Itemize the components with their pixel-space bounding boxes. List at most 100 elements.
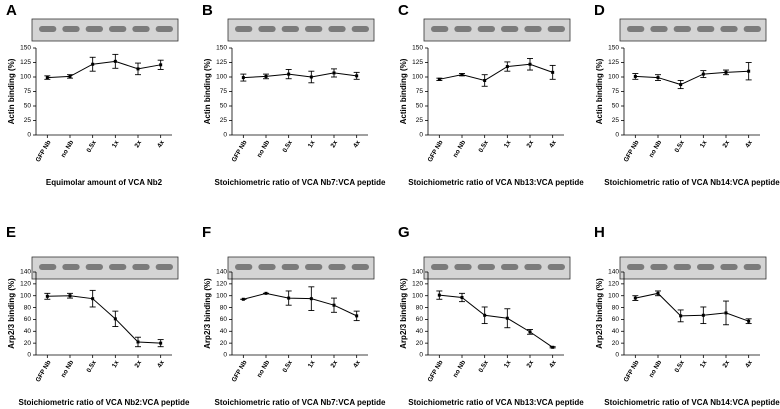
point xyxy=(241,76,245,80)
panel: B 0 25 50 75 100 125 150 Actin binding (%) GFP Nb… xyxy=(202,2,386,187)
panel-letter: H xyxy=(594,224,605,241)
point xyxy=(551,345,555,349)
blot-band xyxy=(235,264,253,270)
point xyxy=(633,296,637,300)
x-tick-label: no Nb xyxy=(452,359,467,378)
blot xyxy=(619,18,767,42)
x-tick-label: no Nb xyxy=(60,359,75,378)
y-axis-label: Actin binding (%) xyxy=(7,58,16,124)
blot-band xyxy=(155,264,173,270)
data-line xyxy=(635,292,749,322)
point xyxy=(45,294,49,298)
x-tick-label: no Nb xyxy=(648,139,663,158)
y-tick-label: 125 xyxy=(412,59,423,66)
point xyxy=(460,295,464,299)
y-tick-label: 100 xyxy=(608,74,619,81)
blot-band xyxy=(720,264,738,270)
panel: A 0 25 50 75 100 125 150 Actin binding (%) GFP Nb… xyxy=(6,2,179,187)
blot-band xyxy=(235,26,253,32)
point xyxy=(505,65,509,69)
y-tick-label: 25 xyxy=(416,117,424,124)
point xyxy=(91,62,95,66)
blot-band xyxy=(328,264,346,270)
x-tick-label: 2x xyxy=(526,139,536,149)
y-tick-label: 0 xyxy=(223,352,227,359)
x-axis-label: Stoichiometric ratio of VCA Nb13:VCA pep… xyxy=(408,398,584,407)
point xyxy=(633,74,637,78)
blot-band xyxy=(454,264,472,270)
y-tick-label: 0 xyxy=(615,132,619,139)
point xyxy=(309,75,313,79)
point xyxy=(483,313,487,317)
x-tick-label: GFP Nb xyxy=(231,139,249,163)
x-tick-label: no Nb xyxy=(452,139,467,158)
y-tick-label: 75 xyxy=(416,88,424,95)
y-axis-label: Actin binding (%) xyxy=(399,58,408,124)
data-line xyxy=(439,294,553,348)
x-tick-label: 4x xyxy=(352,139,362,149)
point xyxy=(287,296,291,300)
x-tick-label: 2x xyxy=(722,359,732,369)
blot xyxy=(227,18,375,42)
blot-band xyxy=(132,264,150,270)
x-tick-label: 1x xyxy=(307,139,317,149)
x-axis-label: Stoichiometric ratio of VCA Nb13:VCA pep… xyxy=(408,178,584,187)
blot-band xyxy=(109,26,127,32)
y-tick-label: 100 xyxy=(412,292,423,299)
blot-band xyxy=(155,26,173,32)
blot-band xyxy=(281,26,299,32)
y-tick-label: 150 xyxy=(20,45,31,52)
blot-band xyxy=(62,26,80,32)
y-tick-label: 0 xyxy=(419,132,423,139)
point xyxy=(505,316,509,320)
y-tick-label: 60 xyxy=(416,316,424,323)
x-tick-label: 2x xyxy=(330,139,340,149)
x-tick-label: no Nb xyxy=(60,139,75,158)
y-tick-label: 140 xyxy=(412,269,423,276)
x-tick-label: no Nb xyxy=(256,359,271,378)
blot-band xyxy=(697,26,715,32)
panel-letter: D xyxy=(594,2,605,19)
x-axis-label: Stoichiometric ratio of VCA Nb2:VCA pept… xyxy=(19,398,191,407)
blot-band xyxy=(673,264,691,270)
data-line xyxy=(243,292,357,317)
x-tick-label: GFP Nb xyxy=(623,359,641,383)
point xyxy=(551,70,555,74)
y-tick-label: 120 xyxy=(608,281,619,288)
panel-letter: F xyxy=(202,224,211,241)
point xyxy=(528,62,532,66)
y-axis-label: Arp2/3 binding (%) xyxy=(399,278,408,349)
blot-band xyxy=(547,264,565,270)
x-tick-label: 4x xyxy=(156,139,166,149)
y-tick-label: 75 xyxy=(612,88,620,95)
x-tick-label: 1x xyxy=(699,139,709,149)
y-tick-label: 125 xyxy=(216,59,227,66)
point xyxy=(91,297,95,301)
blot-band xyxy=(477,26,495,32)
point xyxy=(483,78,487,82)
point xyxy=(241,297,245,301)
point xyxy=(264,291,268,295)
y-tick-label: 75 xyxy=(220,88,228,95)
point xyxy=(309,297,313,301)
blot-band xyxy=(501,26,519,32)
x-tick-label: 4x xyxy=(156,359,166,369)
blot-band xyxy=(524,26,542,32)
blot-band xyxy=(109,264,127,270)
y-tick-label: 0 xyxy=(27,132,31,139)
point xyxy=(159,341,163,345)
y-tick-label: 60 xyxy=(612,316,620,323)
point xyxy=(656,76,660,80)
y-tick-label: 20 xyxy=(416,340,424,347)
x-tick-label: 2x xyxy=(330,359,340,369)
x-tick-label: 2x xyxy=(722,139,732,149)
point xyxy=(136,67,140,71)
point xyxy=(701,72,705,76)
x-axis-label: Stoichiometric ratio of VCA Nb7:VCA pept… xyxy=(215,178,387,187)
x-axis-label: Stoichiometric ratio of VCA Nb14:VCA pep… xyxy=(604,178,780,187)
y-axis-label: Arp2/3 binding (%) xyxy=(203,278,212,349)
y-tick-label: 120 xyxy=(412,281,423,288)
panel-letter: G xyxy=(398,224,410,241)
y-tick-label: 40 xyxy=(612,328,620,335)
